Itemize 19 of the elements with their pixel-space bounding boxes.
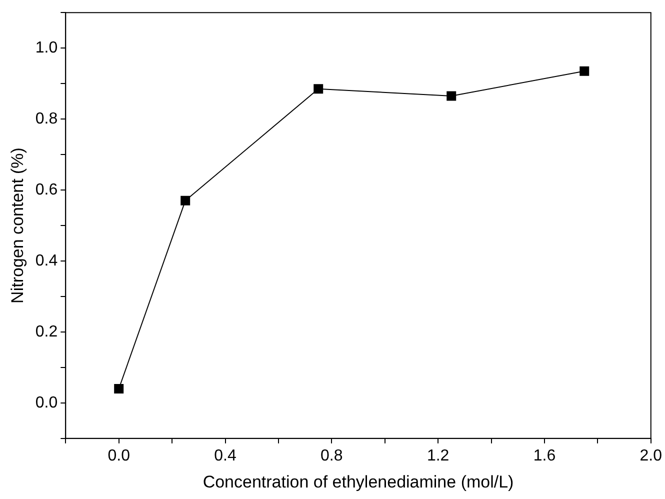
point [114,384,124,394]
y-tick-label: 0.2 [35,323,58,340]
y-tick-label: 1.0 [35,39,58,56]
x-tick-label: 1.6 [533,447,556,464]
x-tick-label: 0.0 [108,447,130,464]
x-tick-label: 0.8 [320,447,343,464]
y-tick-label: 0.6 [35,181,58,198]
point [446,91,456,101]
x-tick-label: 0.4 [214,447,236,464]
point [580,66,590,76]
y-tick-label: 0.4 [35,252,58,270]
y-tick-label: 0.0 [35,394,58,412]
point [180,196,190,206]
y-tick-label: 0.8 [35,110,58,128]
x-axis-title: Concentration of ethylenediamine (mol/L) [202,472,514,492]
x-tick-label: 1.2 [426,447,450,464]
point [314,84,324,94]
y-axis-title: Nitrogen content (%) [8,148,27,304]
x-tick-label: 2.0 [640,447,662,464]
